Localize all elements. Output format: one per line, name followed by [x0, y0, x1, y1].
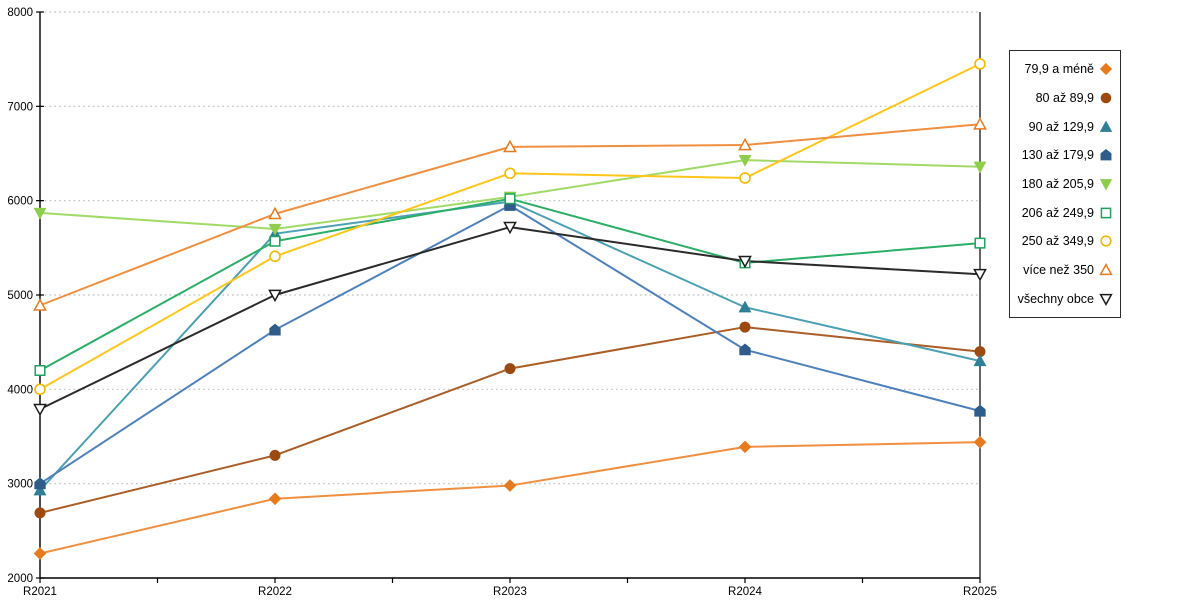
- marker-4-R2025: [973, 161, 987, 174]
- legend-label: více než 350: [1023, 262, 1094, 277]
- legend-item-7: více než 350: [1010, 263, 1120, 277]
- marker-7-R2024: [738, 137, 752, 151]
- marker-2-R2021: [33, 483, 47, 496]
- marker-7-R2023: [503, 139, 517, 153]
- marker-1-R2024: [739, 321, 751, 333]
- marker-4-R2022: [268, 223, 282, 236]
- legend-item-6: 250 až 349,9: [1010, 234, 1120, 248]
- marker-5-R2025: [974, 237, 986, 249]
- legend-item-3: 130 až 179,9: [1010, 148, 1120, 162]
- x-tick-label-R2024: R2024: [728, 586, 762, 598]
- marker-3-R2021: [34, 477, 46, 490]
- legend-label: 130 až 179,9: [1021, 148, 1094, 163]
- marker-6-R2022: [269, 250, 281, 263]
- marker-4-R2024: [738, 155, 752, 167]
- marker-1-R2022: [269, 449, 281, 461]
- marker-8-R2023: [503, 221, 517, 235]
- marker-3-R2025: [974, 404, 986, 417]
- marker-5-R2021: [34, 364, 46, 376]
- legend-item-4: 180 až 205,9: [1010, 177, 1120, 191]
- marker-8-R2022: [268, 289, 282, 303]
- circle-icon: [1100, 235, 1112, 247]
- series-line-2: [39, 200, 981, 491]
- marker-7-R2022: [268, 206, 282, 220]
- legend-label: 206 až 249,9: [1021, 205, 1094, 220]
- y-tick-label-2000: 2000: [7, 573, 33, 585]
- marker-6-R2024: [739, 172, 751, 184]
- marker-8-R2024: [738, 255, 752, 269]
- x-tick-label-R2022: R2022: [258, 586, 292, 598]
- marker-0-R2023: [503, 479, 517, 492]
- legend-label: 79,9 a méně: [1024, 62, 1095, 77]
- marker-8-R2025: [973, 268, 987, 282]
- marker-0-R2024: [738, 440, 752, 454]
- marker-1-R2021: [34, 507, 46, 519]
- marker-7-R2021: [33, 298, 47, 311]
- x-tick-label-R2025: R2025: [963, 586, 997, 598]
- series-line-0: [39, 441, 981, 555]
- marker-3-R2024: [739, 343, 751, 356]
- marker-7-R2025: [973, 117, 987, 130]
- legend-label: 250 až 349,9: [1021, 234, 1094, 249]
- marker-4-R2021: [33, 207, 47, 220]
- legend-item-5: 206 až 249,9: [1010, 206, 1120, 220]
- circle-icon: [1100, 92, 1112, 104]
- marker-3-R2022: [269, 323, 281, 336]
- marker-0-R2021: [33, 547, 47, 560]
- marker-2-R2025: [973, 354, 987, 367]
- pentagon-icon: [1100, 149, 1112, 161]
- legend-label: všechny obce: [1017, 291, 1094, 306]
- marker-0-R2022: [268, 492, 282, 506]
- marker-0-R2025: [973, 435, 987, 449]
- marker-6-R2025: [974, 58, 986, 70]
- legend-label: 180 až 205,9: [1021, 176, 1094, 191]
- marker-6-R2021: [34, 383, 46, 396]
- legend-item-1: 80 až 89,9: [1010, 91, 1120, 105]
- square-icon: [1100, 207, 1112, 218]
- triangle-up-icon: [1099, 262, 1113, 276]
- triangle-down-icon: [1099, 179, 1113, 191]
- legend-item-0: 79,9 a méně: [1010, 62, 1120, 76]
- triangle-up-icon: [1099, 120, 1113, 132]
- triangle-down-icon: [1099, 293, 1113, 306]
- legend-item-2: 90 až 129,9: [1010, 120, 1120, 134]
- y-tick-label-7000: 7000: [7, 101, 33, 113]
- legend-label: 80 až 89,9: [1035, 90, 1094, 105]
- y-tick-label-6000: 6000: [7, 196, 33, 208]
- y-tick-label-5000: 5000: [7, 290, 33, 302]
- marker-6-R2023: [504, 167, 516, 180]
- marker-1-R2023: [504, 363, 516, 375]
- legend-item-8: všechny obce: [1010, 292, 1120, 306]
- y-tick-label-4000: 4000: [7, 384, 33, 396]
- y-tick-label-8000: 8000: [7, 7, 33, 19]
- series-line-3: [39, 204, 981, 485]
- marker-5-R2023: [504, 193, 516, 205]
- x-tick-label-R2023: R2023: [493, 586, 527, 598]
- marker-5-R2022: [269, 235, 281, 247]
- x-tick-label-R2021: R2021: [23, 586, 57, 598]
- chart-legend: 79,9 a méně 80 až 89,9 90 až 129,9 130 až 1…: [1009, 50, 1121, 318]
- legend-label: 90 až 129,9: [1028, 119, 1094, 134]
- marker-8-R2021: [33, 403, 47, 417]
- marker-2-R2024: [738, 300, 752, 313]
- diamond-icon: [1099, 63, 1113, 76]
- y-tick-label-3000: 3000: [7, 479, 33, 491]
